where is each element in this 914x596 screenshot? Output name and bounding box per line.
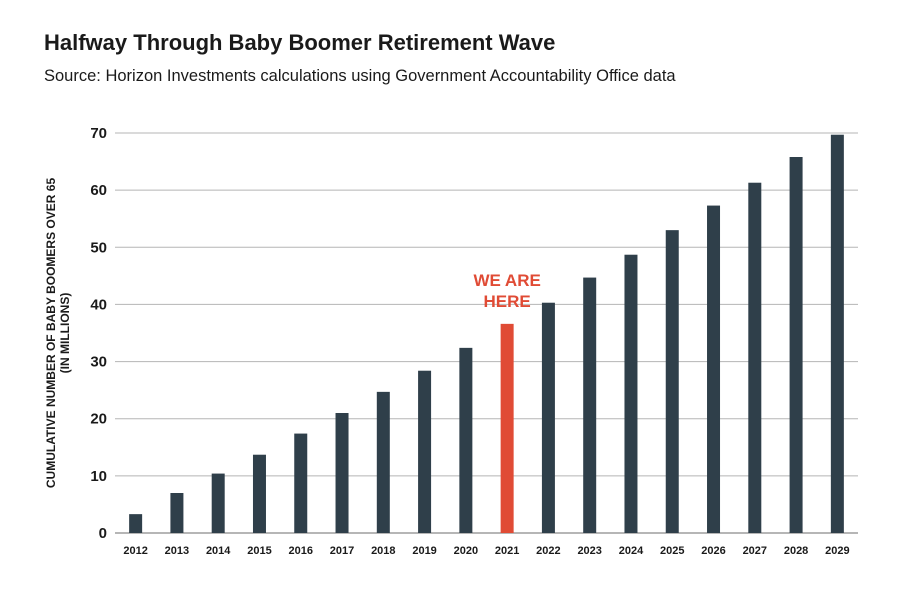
x-tick-label: 2012: [123, 545, 147, 557]
x-tick-label: 2027: [743, 545, 767, 557]
bar-2021: [500, 323, 514, 533]
y-tick-label: 50: [90, 239, 107, 256]
annotation-line-2: HERE: [484, 292, 531, 311]
y-tick-label: 10: [90, 468, 107, 485]
y-tick-label: 20: [90, 411, 107, 428]
bar-2022: [541, 302, 555, 533]
y-axis-label-line-2: (IN MILLIONS): [58, 293, 72, 374]
annotation-line-1: WE ARE: [473, 271, 540, 290]
x-tick-label: 2029: [825, 545, 849, 557]
x-tick-label: 2017: [330, 545, 354, 557]
y-tick-label: 40: [90, 296, 107, 313]
bar-2025: [665, 230, 679, 533]
chart-subtitle: Source: Horizon Investments calculations…: [44, 67, 676, 85]
bar-2014: [211, 473, 225, 533]
gridlines: [115, 132, 858, 534]
bar-2016: [294, 433, 308, 533]
bar-2026: [707, 205, 721, 534]
y-tick-label: 60: [90, 182, 107, 199]
bar-2017: [335, 413, 349, 533]
bar-2018: [376, 391, 390, 533]
x-tick-label: 2022: [536, 545, 560, 557]
y-tick-label: 0: [99, 525, 107, 542]
x-tick-label: 2025: [660, 545, 684, 557]
x-tick-label: 2014: [206, 545, 231, 557]
x-tick-label: 2020: [454, 545, 478, 557]
bar-2028: [789, 157, 803, 533]
x-tick-label: 2023: [577, 545, 601, 557]
y-tick-label: 70: [90, 125, 107, 142]
bar-2023: [583, 277, 597, 533]
bar-2013: [170, 493, 184, 533]
x-tick-label: 2026: [701, 545, 725, 557]
bar-2019: [418, 370, 432, 533]
x-tick-label: 2015: [247, 545, 271, 557]
we-are-here-annotation: WE ARE HERE: [473, 271, 540, 311]
x-tick-label: 2028: [784, 545, 808, 557]
x-tick-label: 2013: [165, 545, 189, 557]
bar-2029: [830, 134, 844, 533]
bar-2020: [459, 347, 473, 533]
y-axis-ticks: 0 10 20 30 40 50 60 70: [90, 125, 107, 542]
bar-2015: [252, 454, 266, 533]
x-axis-ticks: 2012 2013 2014 2015 2016 2017 2018 2019 2020 2021…: [123, 545, 849, 557]
bars: [129, 134, 844, 534]
x-tick-label: 2021: [495, 545, 519, 557]
bar-2012: [129, 514, 143, 533]
y-axis-label-line-1: CUMULATIVE NUMBER OF BABY BOOMERS OVER 6…: [44, 178, 58, 489]
chart-title: Halfway Through Baby Boomer Retirement W…: [44, 30, 556, 55]
x-tick-label: 2019: [412, 545, 436, 557]
x-tick-label: 2018: [371, 545, 395, 557]
x-tick-label: 2016: [289, 545, 313, 557]
y-tick-label: 30: [90, 354, 107, 371]
bar-2024: [624, 254, 638, 533]
bar-2027: [748, 182, 762, 533]
x-tick-label: 2024: [619, 545, 644, 557]
